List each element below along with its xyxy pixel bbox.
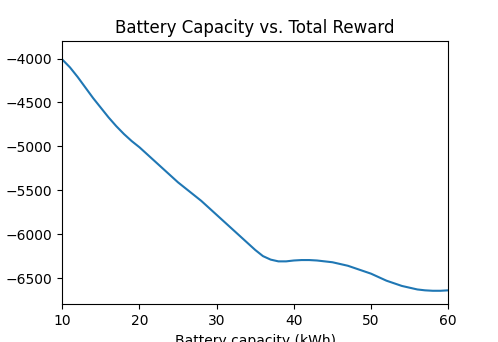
X-axis label: Battery capacity (kWh): Battery capacity (kWh) — [175, 334, 336, 342]
Title: Battery Capacity vs. Total Reward: Battery Capacity vs. Total Reward — [116, 19, 395, 37]
